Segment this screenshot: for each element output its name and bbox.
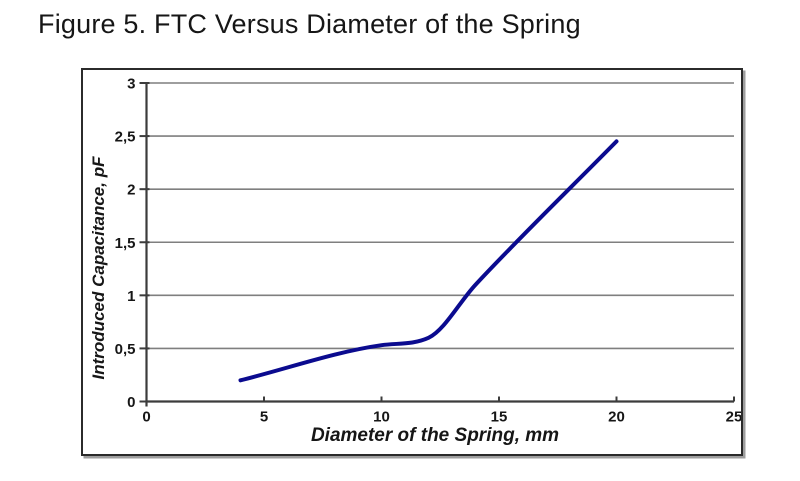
capacitance-line	[238, 139, 619, 383]
y-tick-label: 0,5	[115, 341, 136, 358]
figure-title: Figure 5. FTC Versus Diameter of the Spr…	[38, 9, 581, 39]
y-tick-label: 2	[127, 182, 135, 199]
x-tick-label: 0	[142, 409, 150, 426]
x-tick-label: 15	[491, 409, 508, 426]
y-tick-label: 1,5	[115, 235, 136, 252]
x-tick-label: 20	[608, 409, 625, 426]
x-tick-label: 10	[373, 409, 390, 426]
line-chart: 0 0,5 1 1,5 2 2,5 3 0 5 10 15 20 25	[115, 76, 741, 426]
x-tick-label: 5	[260, 409, 268, 426]
y-axis-title: Introduced Capacitance, pF	[89, 156, 108, 380]
y-tick-label: 3	[127, 76, 135, 93]
x-tick-label: 25	[726, 409, 741, 426]
y-tick-label: 1	[127, 288, 135, 305]
y-tick-label: 2,5	[115, 129, 136, 146]
chart-container: 0 0,5 1 1,5 2 2,5 3 0 5 10 15 20 25 Introduced Capac…	[81, 68, 743, 456]
x-axis-title: Diameter of the Spring, mm	[310, 425, 560, 446]
y-tick-label: 0	[127, 394, 135, 411]
